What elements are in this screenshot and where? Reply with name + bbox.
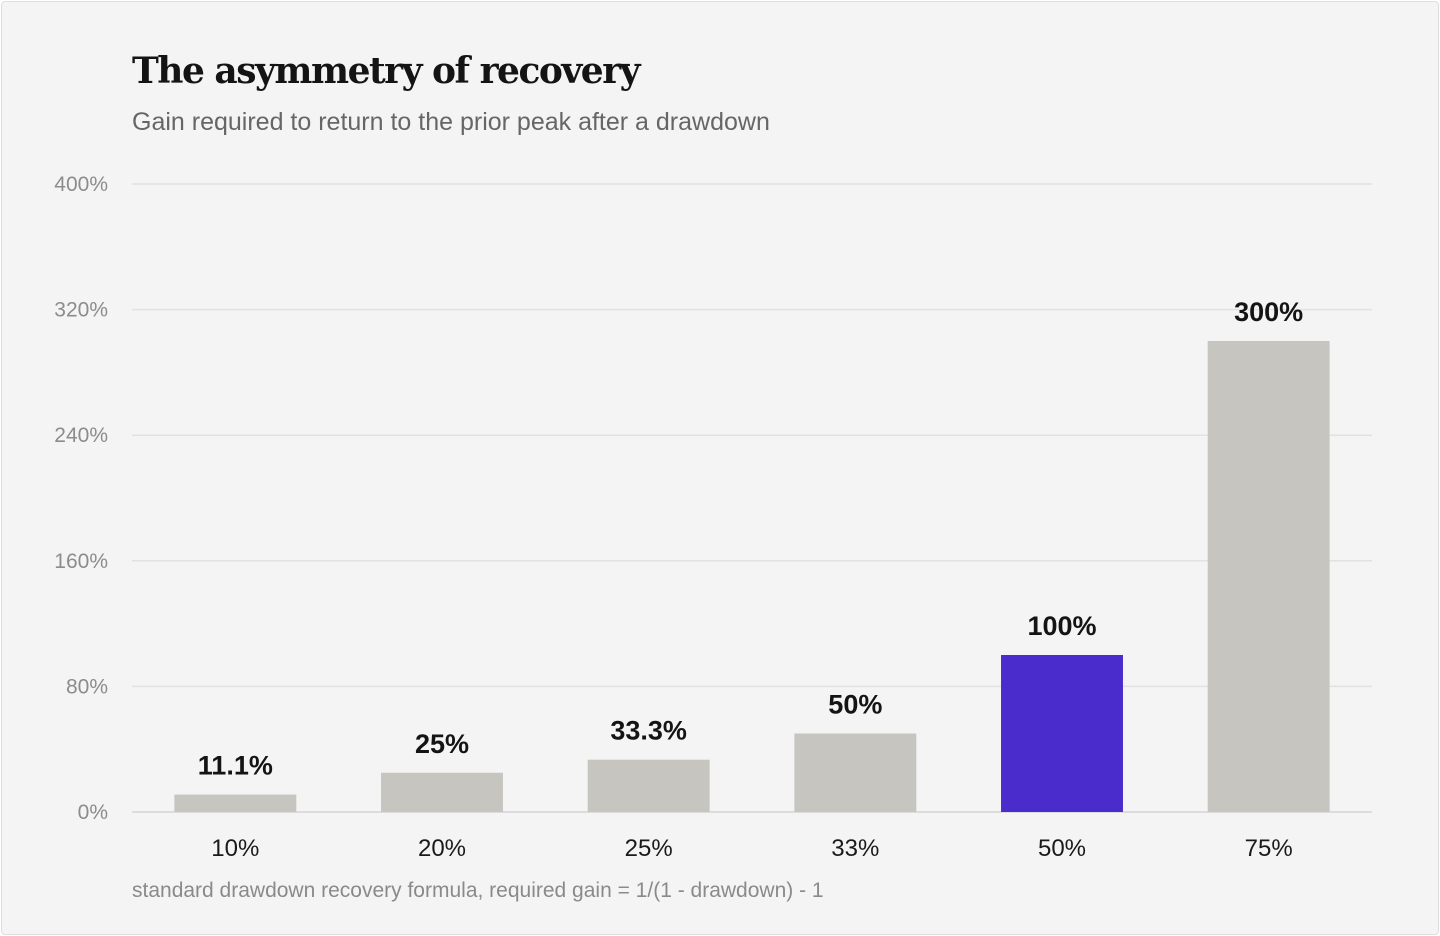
data-label: 11.1% xyxy=(198,751,273,781)
x-tick-label: 20% xyxy=(418,835,466,862)
data-label: 33.3% xyxy=(610,716,687,746)
bar xyxy=(587,759,710,812)
data-label: 50% xyxy=(828,690,882,720)
y-tick-label: 80% xyxy=(66,675,108,698)
bar xyxy=(1207,341,1330,812)
x-tick-label: 50% xyxy=(1038,835,1086,862)
x-tick-label: 33% xyxy=(831,835,879,862)
x-tick-label: 10% xyxy=(211,835,259,862)
data-label: 25% xyxy=(415,729,469,759)
chart-footnote: standard drawdown recovery formula, requ… xyxy=(132,879,824,902)
x-tick-label: 75% xyxy=(1245,835,1293,862)
bar xyxy=(174,794,297,812)
bar xyxy=(381,772,503,812)
y-tick-label: 400% xyxy=(54,173,108,196)
bar xyxy=(794,733,917,812)
bar-highlighted xyxy=(1001,655,1123,812)
data-label: 300% xyxy=(1234,297,1303,327)
y-tick-label: 240% xyxy=(54,424,108,447)
chart-title: The asymmetry of recovery xyxy=(132,50,641,92)
chart-subtitle: Gain required to return to the prior pea… xyxy=(132,108,770,136)
y-tick-label: 0% xyxy=(78,801,108,824)
y-tick-label: 160% xyxy=(54,550,108,573)
y-tick-label: 320% xyxy=(54,299,108,322)
data-label: 100% xyxy=(1027,611,1096,641)
x-tick-label: 25% xyxy=(625,835,673,862)
